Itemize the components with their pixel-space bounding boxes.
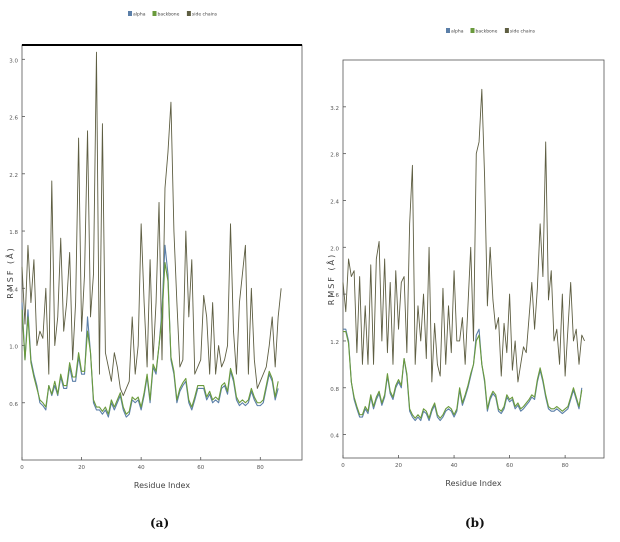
y-axis-label: RMSF (Å) <box>325 253 336 305</box>
y-tick-label: 2.2 <box>9 173 18 179</box>
series-line-side-chains <box>342 88 585 383</box>
series-line-alpha <box>343 328 583 422</box>
y-tick-label: 0.4 <box>330 434 339 440</box>
legend-label: alpha <box>133 12 146 18</box>
legend-label: side chains <box>510 29 536 35</box>
y-tick-label: 1.2 <box>330 340 339 346</box>
x-tick-label: 80 <box>562 463 569 469</box>
legend-swatch <box>128 11 132 16</box>
rmsf-chart-a: 0.6 1.0 1.4 1.8 2.2 2.6 3.0 0 20 40 60 80 Residue In… <box>4 11 303 490</box>
y-tick-label: 0.6 <box>9 402 18 408</box>
x-axis-label: Residue Index <box>134 481 190 490</box>
caption-a: (a) <box>150 516 170 530</box>
legend-label: backbone <box>158 12 180 18</box>
legend: alpha backbone side chains <box>446 28 536 35</box>
series-line-backbone <box>21 261 279 415</box>
series-line-backbone <box>343 331 583 419</box>
y-tick-label: 3.0 <box>9 58 18 64</box>
x-tick-label: 60 <box>506 463 513 469</box>
caption-b: (b) <box>465 516 485 530</box>
y-tick-label: 1.8 <box>9 230 18 236</box>
x-tick-label: 40 <box>138 465 145 471</box>
series-line-side-chains <box>21 51 282 397</box>
x-axis-label: Residue Index <box>445 479 501 488</box>
y-tick-label: 1.0 <box>9 345 18 351</box>
legend: alpha backbone side chains <box>128 11 218 18</box>
legend-swatch <box>186 11 191 16</box>
plot-frame <box>21 44 303 461</box>
x-tick-label: 80 <box>257 465 264 471</box>
x-tick-label: 0 <box>20 465 24 471</box>
x-tick-label: 40 <box>451 463 458 469</box>
x-tick-label: 20 <box>78 465 85 471</box>
rmsf-chart-b: 0.4 0.8 1.2 1.6 2.0 2.4 2.8 3.2 0 20 40 60 80 Residue… <box>325 28 605 488</box>
legend-label: backbone <box>476 29 498 35</box>
legend-label: alpha <box>451 29 464 35</box>
y-tick-label: 2.0 <box>330 246 339 252</box>
legend-label: side chains <box>192 12 218 18</box>
y-tick-label: 2.8 <box>330 153 339 159</box>
y-axis-label: RMSF (Å) <box>4 246 15 298</box>
legend-swatch <box>446 28 450 33</box>
legend-swatch <box>152 11 157 16</box>
y-tick-label: 0.8 <box>330 387 339 393</box>
y-tick-label: 3.2 <box>330 106 339 112</box>
x-tick-label: 0 <box>341 463 345 469</box>
x-tick-label: 60 <box>197 465 204 471</box>
y-tick-label: 1.4 <box>9 287 18 293</box>
y-tick-label: 2.6 <box>9 116 18 122</box>
y-tick-label: 1.6 <box>330 293 339 299</box>
legend-swatch <box>470 28 475 33</box>
legend-swatch <box>504 28 509 33</box>
x-tick-label: 20 <box>395 463 402 469</box>
y-tick-label: 2.4 <box>330 199 339 205</box>
plot-frame <box>342 59 605 459</box>
